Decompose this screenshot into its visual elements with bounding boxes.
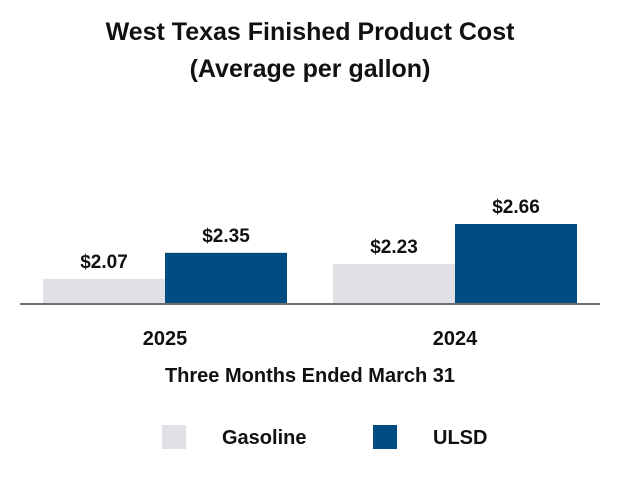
x-tick-label-2025: 2025 [143,328,188,350]
bar-ulsd-2024 [455,224,577,304]
chart-subtitle: (Average per gallon) [190,55,431,83]
bar-gasoline-2024 [333,264,455,304]
bars-group: $2.07 $2.35 $2.23 $2.66 [43,197,577,304]
legend-swatch-gasoline [162,425,186,449]
legend: Gasoline ULSD [162,425,487,449]
x-tick-labels: 2025 2024 [143,328,478,350]
data-label-ulsd-2025: $2.35 [202,226,250,247]
bar-gasoline-2025 [43,278,165,304]
data-label-ulsd-2024: $2.66 [492,197,540,218]
data-label-gasoline-2024: $2.23 [370,237,418,258]
chart-title: West Texas Finished Product Cost [106,18,516,46]
legend-label-gasoline: Gasoline [222,427,306,449]
legend-label-ulsd: ULSD [433,427,487,449]
legend-swatch-ulsd [373,425,397,449]
x-axis-label: Three Months Ended March 31 [165,365,455,387]
data-label-gasoline-2025: $2.07 [80,252,128,273]
bar-ulsd-2025 [165,252,287,304]
x-tick-label-2024: 2024 [433,328,478,350]
